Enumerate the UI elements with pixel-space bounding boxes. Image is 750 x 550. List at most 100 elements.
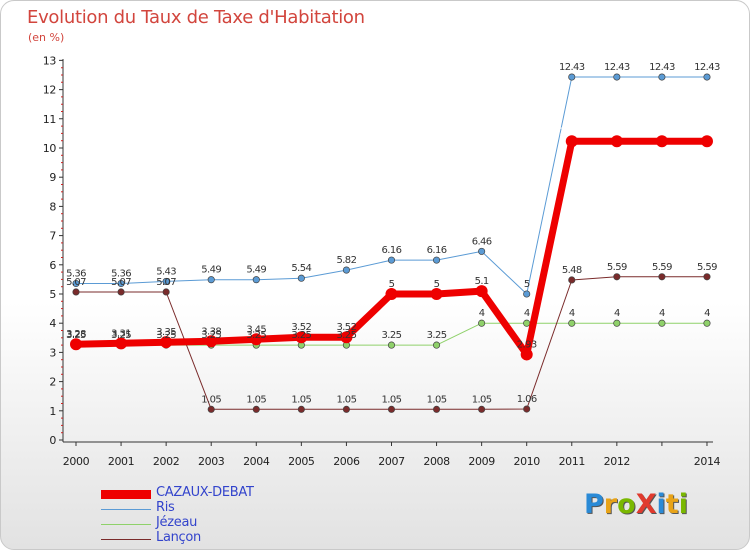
data-point — [387, 341, 396, 349]
y-tick-label: 6 — [49, 259, 56, 272]
x-tick-label: 2004 — [243, 455, 270, 468]
data-label: 5.1 — [475, 276, 489, 287]
data-point — [658, 73, 666, 81]
data-label: 5 — [524, 279, 530, 290]
data-label: 5.54 — [291, 263, 311, 274]
data-point — [252, 405, 260, 413]
data-point — [433, 256, 441, 264]
data-point — [658, 319, 666, 327]
data-point — [478, 405, 486, 413]
data-point — [295, 331, 308, 344]
y-tick-label: 5 — [49, 288, 56, 301]
data-label: 1.05 — [382, 394, 402, 405]
data-label: 4 — [659, 308, 665, 319]
data-label: 3.45 — [246, 324, 266, 335]
data-point — [117, 279, 125, 288]
data-label: 12.43 — [694, 62, 720, 73]
data-label: 12.43 — [559, 62, 585, 73]
data-label: 1.05 — [246, 394, 266, 405]
data-label: 1.05 — [291, 394, 311, 405]
data-point — [568, 276, 576, 284]
data-label: 3.25 — [246, 330, 266, 341]
legend-label: Lançon — [156, 530, 201, 545]
data-point — [520, 348, 533, 361]
data-label: 3.38 — [201, 326, 221, 337]
x-tick-label: 2009 — [468, 455, 495, 468]
data-point — [565, 135, 578, 148]
data-label: 5.48 — [562, 265, 582, 276]
data-label: 5.49 — [246, 265, 266, 276]
data-point — [475, 285, 488, 298]
data-label: 10.23 — [649, 126, 675, 137]
data-label: 2.93 — [517, 339, 537, 350]
data-point — [703, 319, 711, 327]
chart-unit-label: (en %) — [28, 31, 65, 44]
data-label: 12.43 — [604, 62, 630, 73]
data-point — [160, 336, 173, 349]
data-label: 6.16 — [382, 245, 402, 256]
data-point — [523, 319, 531, 327]
y-tick-label: 0 — [49, 434, 56, 447]
data-label: 3.35 — [156, 327, 176, 338]
data-label: 4 — [524, 308, 530, 319]
legend-swatch — [101, 508, 151, 510]
y-tick-label: 2 — [49, 376, 56, 389]
data-point — [610, 135, 623, 148]
data-point — [385, 288, 398, 300]
x-tick-label: 2010 — [513, 455, 540, 468]
data-label: 10.23 — [694, 126, 720, 137]
data-label: 5.07 — [156, 277, 176, 288]
data-label: 5 — [434, 279, 440, 290]
data-label: 1.05 — [472, 394, 492, 405]
data-label: 6.46 — [472, 236, 492, 247]
x-tick-label: 2008 — [423, 455, 450, 468]
data-label: 3.52 — [291, 322, 311, 333]
legend-label: Jézeau — [156, 515, 198, 530]
y-tick-label: 10 — [43, 142, 57, 155]
legend-swatch — [101, 489, 151, 499]
data-label: 5.59 — [697, 262, 717, 273]
data-point — [207, 405, 215, 413]
data-label: 5.36 — [111, 268, 131, 279]
proxiti-logo: ProXiti — [584, 489, 688, 520]
data-point — [613, 273, 621, 281]
data-point — [207, 276, 215, 284]
data-label: 5.07 — [111, 277, 131, 288]
data-label: 5 — [389, 279, 395, 290]
data-label: 3.52 — [336, 322, 356, 333]
data-label: 3.31 — [111, 328, 131, 339]
data-label: 12.43 — [649, 62, 675, 73]
data-point — [342, 405, 350, 413]
data-point — [387, 256, 396, 264]
data-label: 3.25 — [427, 330, 447, 341]
data-label: 4 — [479, 308, 485, 319]
data-point — [162, 288, 170, 296]
y-tick-label: 11 — [43, 113, 56, 126]
x-tick-label: 2003 — [198, 455, 225, 468]
data-point — [205, 335, 218, 348]
data-label: 3.25 — [111, 330, 131, 341]
data-point — [613, 319, 621, 327]
data-label: 1.06 — [517, 394, 537, 405]
x-tick-label: 2011 — [559, 455, 585, 468]
legend-swatch — [101, 538, 151, 540]
x-tick-label: 2001 — [108, 455, 134, 468]
data-label: 5.07 — [66, 277, 86, 288]
data-label: 5.36 — [66, 268, 86, 279]
data-label: 4 — [569, 308, 575, 319]
data-point — [115, 337, 128, 350]
data-label: 10.23 — [559, 126, 585, 137]
data-labels-layer: 5.36 5.36 5.43 5.49 5.49 5.54 5.82 6.16 6.16 6.46… — [66, 62, 721, 405]
data-label: 1.05 — [427, 394, 447, 405]
data-point — [433, 341, 441, 349]
data-point — [523, 405, 531, 413]
data-point — [70, 338, 82, 351]
data-point — [252, 276, 260, 284]
y-tick-label: 12 — [43, 84, 56, 97]
legend-swatch — [101, 523, 151, 525]
data-point — [700, 135, 713, 148]
data-label: 3.25 — [156, 330, 176, 341]
data-label: 1.05 — [201, 394, 221, 405]
x-tick-label: 2000 — [63, 455, 90, 468]
